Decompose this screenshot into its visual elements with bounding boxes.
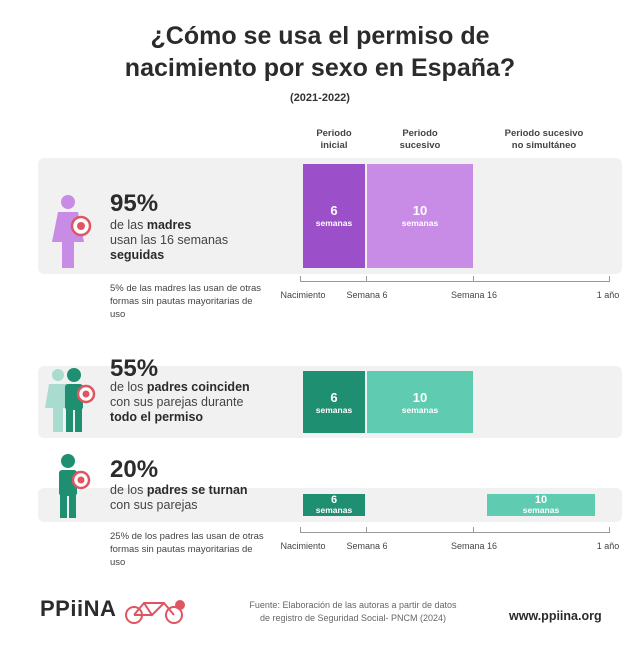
row-fathers-turn-note: 25% de los padres las usan de otras form… <box>110 531 264 568</box>
bar-fathers-turn-initial: 6 semanas <box>303 494 365 516</box>
axis-tick <box>300 527 301 533</box>
desc-bold: padres se turnan <box>146 483 248 497</box>
row-mothers-percent: 95% <box>110 190 159 217</box>
axis-tick <box>473 527 474 533</box>
row-mothers-description: de las madres usan las 16 semanas seguid… <box>110 218 280 263</box>
row-fathers-coincide-percent: 55% <box>110 355 159 382</box>
axis-tick <box>609 276 610 282</box>
father-partner-baby-icon <box>45 368 96 432</box>
row-fathers-turn-percent: 20% <box>110 456 159 483</box>
source-note: Fuente: Elaboración de las autoras a par… <box>228 599 478 625</box>
col-sucesivo-l2: sucesivo <box>399 140 441 151</box>
bar-unit: semanas <box>522 505 560 515</box>
bar-value: 10 <box>412 390 428 405</box>
axis-tick <box>366 276 367 282</box>
title-line-1: ¿Cómo se usa el permiso de <box>150 22 490 50</box>
bar-unit: semanas <box>401 405 439 415</box>
desc-part: de los <box>110 483 147 497</box>
tick-label: Semana 16 <box>450 290 498 300</box>
column-header-no-simultaneo: Periodo sucesivo no simultáneo <box>486 128 602 152</box>
bar-value: 6 <box>330 203 338 218</box>
father-baby-icon <box>59 454 91 518</box>
axis-tick <box>366 527 367 533</box>
tick-label: Semana 16 <box>450 541 498 551</box>
mother-baby-icon <box>52 195 92 268</box>
desc-part: con sus parejas durante <box>110 395 244 409</box>
tandem-bicycle-icon <box>125 600 185 624</box>
bar-value: 6 <box>330 390 338 405</box>
bar-mothers-initial: 6 semanas <box>303 164 365 268</box>
ppiina-logo: PPiiNA <box>40 596 117 621</box>
source-line-1: Fuente: Elaboración de las autoras a par… <box>249 600 457 610</box>
column-header-inicial: Periodo inicial <box>300 128 368 152</box>
bar-unit: semanas <box>315 405 353 415</box>
column-header-sucesivo: Periodo sucesivo <box>372 128 468 152</box>
tick-label: Semana 6 <box>346 290 388 300</box>
col-nosim-l2: no simultáneo <box>511 140 577 151</box>
desc-bold: seguidas <box>110 248 165 262</box>
desc-part: con sus parejas <box>110 498 198 512</box>
bar-value: 10 <box>534 494 548 506</box>
col-sucesivo-l1: Periodo <box>402 128 438 139</box>
axis-tick <box>609 527 610 533</box>
source-line-2: de registro de Seguridad Social- PNCM (2… <box>259 613 447 623</box>
bar-fathers-turn-non-simultaneous: 10 semanas <box>487 494 595 516</box>
tick-label: 1 año <box>596 290 620 300</box>
axis-tick <box>473 276 474 282</box>
bar-unit: semanas <box>315 505 353 515</box>
website-url: www.ppiina.org <box>509 609 602 623</box>
tick-label: Semana 6 <box>346 541 388 551</box>
row-fathers-coincide-description: de los padres coinciden con sus parejas … <box>110 380 280 425</box>
desc-bold: madres <box>146 218 192 232</box>
tick-label: Nacimiento <box>280 541 326 551</box>
axis-row3 <box>300 527 610 537</box>
bar-value: 10 <box>412 203 428 218</box>
tick-label: 1 año <box>596 541 620 551</box>
title-line-2: nacimiento por sexo en España? <box>124 54 516 82</box>
axis-row1 <box>300 276 610 286</box>
tick-label: Nacimiento <box>280 290 326 300</box>
axis-line <box>300 532 610 533</box>
bar-unit: semanas <box>401 218 439 228</box>
row-fathers-turn-description: de los padres se turnan con sus parejas <box>110 483 280 513</box>
col-inicial-l2: inicial <box>320 140 348 151</box>
desc-part: de los <box>110 380 147 394</box>
desc-bold: padres coinciden <box>146 380 250 394</box>
row-mothers-note: 5% de las madres las usan de otras forma… <box>110 283 262 320</box>
bar-fathers-coincide-successive: 10 semanas <box>367 371 473 433</box>
subtitle: (2021-2022) <box>290 92 350 104</box>
bar-value: 6 <box>330 494 338 506</box>
col-nosim-l1: Periodo sucesivo <box>504 128 584 139</box>
bar-fathers-coincide-initial: 6 semanas <box>303 371 365 433</box>
col-inicial-l1: Periodo <box>316 128 352 139</box>
axis-line <box>300 281 610 282</box>
desc-part: usan las 16 semanas <box>110 233 229 247</box>
desc-part: de las <box>110 218 147 232</box>
desc-bold: todo el permiso <box>110 410 204 424</box>
bar-mothers-successive: 10 semanas <box>367 164 473 268</box>
axis-tick <box>300 276 301 282</box>
bar-unit: semanas <box>315 218 353 228</box>
